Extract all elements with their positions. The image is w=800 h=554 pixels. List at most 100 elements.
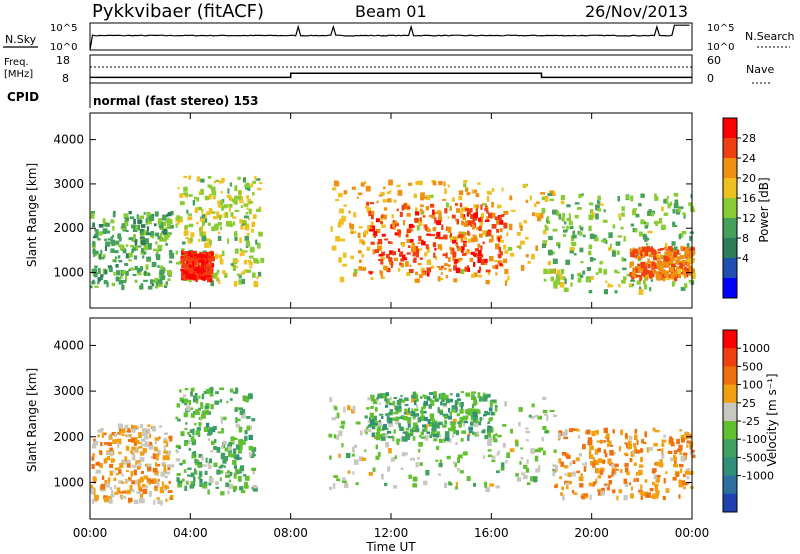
vel-data-cell-0 [143, 475, 149, 480]
power-data-cell-4 [461, 247, 464, 253]
vel-data-cell-3 [376, 432, 379, 437]
vel-data-cell-0 [168, 481, 171, 484]
power-data-cell-4 [477, 254, 482, 259]
vel-data-cell-4 [603, 427, 608, 433]
xaxis-label: Time UT [365, 540, 416, 554]
power-data-cell-0 [123, 279, 127, 284]
vel-data-cell-3 [415, 393, 419, 400]
power-data-cell-5 [648, 209, 652, 212]
nsearch-label: N.Search [745, 30, 795, 43]
vel-data-cell-4 [645, 491, 649, 495]
power-colorbar-tick-label: 8 [742, 232, 749, 245]
vel-data-cell-0 [163, 450, 168, 454]
vel-data-cell-3 [388, 412, 393, 416]
vel-data-cell-4 [611, 467, 617, 471]
power-data-cell-4 [452, 239, 457, 243]
power-data-cell-3 [380, 191, 385, 196]
power-data-cell-0 [91, 281, 96, 285]
vel-data-cell-1 [209, 427, 213, 434]
vel-data-cell-1 [204, 409, 209, 415]
power-data-cell-0 [159, 269, 165, 275]
power-data-cell-3 [420, 267, 425, 274]
power-data-cell-5 [561, 217, 565, 222]
vel-data-cell-3 [443, 402, 447, 406]
power-data-cell-2 [208, 260, 212, 264]
vel-data-cell-1 [193, 481, 196, 487]
vel-data-cell-1 [252, 451, 255, 458]
power-data-cell-3 [339, 276, 345, 283]
power-data-cell-1 [198, 191, 202, 195]
power-data-cell-3 [357, 232, 361, 239]
power-data-cell-6 [639, 275, 642, 281]
vel-data-cell-2 [455, 442, 458, 446]
vel-data-cell-1 [233, 448, 237, 455]
power-data-cell-4 [403, 219, 406, 226]
power-data-cell-1 [230, 197, 233, 202]
vel-data-cell-0 [100, 441, 103, 447]
vel-data-cell-1 [228, 483, 234, 489]
power-data-cell-6 [680, 271, 683, 275]
vel-data-cell-2 [473, 417, 477, 424]
vel-data-cell-1 [184, 427, 188, 431]
vel-data-cell-2 [491, 455, 496, 459]
vel-data-cell-0 [155, 453, 160, 458]
power-data-cell-5 [570, 242, 575, 245]
vel-data-cell-4 [609, 449, 614, 456]
power-data-cell-1 [218, 231, 221, 235]
vel-data-cell-4 [620, 469, 623, 473]
power-data-cell-4 [448, 256, 451, 262]
vel-data-cell-3 [454, 410, 457, 413]
vel-data-cell-1 [184, 441, 188, 446]
power-data-cell-4 [502, 258, 508, 264]
vel-data-cell-2 [523, 475, 528, 480]
power-data-cell-3 [389, 260, 393, 265]
power-colorbar-swatch [723, 118, 737, 139]
power-data-cell-2 [197, 259, 202, 263]
vel-data-cell-4 [559, 476, 562, 480]
power-data-cell-3 [352, 231, 357, 234]
vel-data-cell-4 [579, 483, 584, 488]
vel-data-cell-3 [394, 405, 398, 411]
vel-data-cell-4 [560, 492, 563, 496]
power-data-cell-1 [221, 177, 225, 183]
power-data-cell-4 [399, 211, 403, 217]
power-data-cell-4 [375, 218, 380, 223]
power-data-cell-6 [647, 258, 650, 263]
power-data-cell-3 [532, 212, 536, 217]
vel-data-cell-2 [364, 415, 368, 419]
x-tick-label: 04:00 [173, 526, 208, 540]
power-data-cell-5 [546, 220, 551, 224]
vel-data-cell-4 [624, 463, 629, 467]
power-data-cell-6 [664, 270, 669, 277]
power-data-cell-4 [462, 214, 466, 219]
vel-data-cell-2 [492, 434, 496, 440]
power-data-cell-3 [497, 204, 502, 209]
power-data-cell-1 [199, 218, 205, 222]
vel-data-cell-0 [131, 437, 135, 443]
power-data-cell-3 [520, 225, 523, 231]
power-data-cell-1 [257, 187, 262, 191]
vel-data-cell-0 [158, 436, 161, 439]
power-data-cell-4 [381, 214, 384, 218]
power-data-cell-5 [638, 289, 644, 295]
power-data-cell-3 [499, 239, 504, 243]
power-data-cell-3 [383, 186, 386, 190]
power-data-cell-6 [685, 268, 690, 275]
power-data-cell-4 [470, 251, 475, 255]
power-data-cell-6 [676, 256, 681, 261]
vel-data-cell-4 [686, 475, 690, 480]
vel-data-cell-0 [120, 495, 124, 499]
power-data-cell-0 [167, 270, 172, 276]
power-data-cell-3 [343, 252, 347, 258]
vel-data-cell-1 [252, 486, 258, 492]
power-data-cell-5 [597, 200, 600, 204]
vel-data-cell-0 [131, 452, 135, 455]
vel-data-cell-4 [640, 495, 643, 500]
power-data-cell-5 [643, 284, 648, 290]
vel-data-cell-3 [370, 397, 375, 402]
power-data-cell-3 [339, 218, 344, 225]
power-data-cell-3 [463, 183, 467, 188]
vel-data-cell-0 [138, 478, 141, 484]
power-data-cell-4 [438, 217, 443, 222]
power-data-cell-0 [140, 283, 144, 289]
